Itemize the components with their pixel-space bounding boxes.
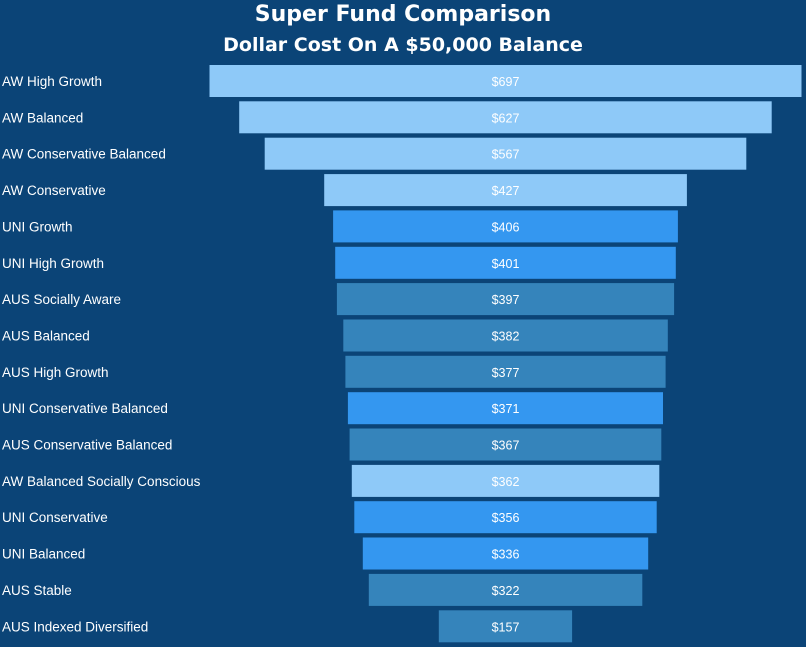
funnel-row: UNI Conservative Balanced $371 <box>2 392 663 425</box>
funnel-bar[interactable] <box>354 501 657 534</box>
funnel-bar[interactable] <box>333 210 678 243</box>
funnel-bar[interactable] <box>362 537 649 570</box>
funnel-bar[interactable] <box>351 464 660 497</box>
category-label: AW Balanced Socially Conscious <box>2 474 201 489</box>
value-label: $567 <box>492 148 520 162</box>
funnel-row: AUS Balanced $382 <box>2 319 668 352</box>
funnel-row: AW Conservative $427 <box>2 174 687 207</box>
value-label: $377 <box>492 366 520 380</box>
funnel-row: AUS Socially Aware $397 <box>2 283 675 316</box>
funnel-row: AUS Indexed Diversified $157 <box>2 610 573 643</box>
category-label: AUS Balanced <box>2 328 90 343</box>
value-label: $371 <box>492 402 520 416</box>
category-label: UNI High Growth <box>2 256 104 271</box>
category-label: AUS Indexed Diversified <box>2 619 148 634</box>
funnel-bar[interactable] <box>349 428 662 461</box>
category-label: AW Balanced <box>2 110 83 125</box>
value-label: $356 <box>492 511 520 525</box>
funnel-bar[interactable] <box>264 137 747 170</box>
funnel-bar[interactable] <box>368 573 643 606</box>
funnel-bar[interactable] <box>438 610 573 643</box>
funnel-bar[interactable] <box>343 319 668 352</box>
funnel-row: AW Balanced Socially Conscious $362 <box>2 464 660 497</box>
funnel-bar[interactable] <box>209 65 802 97</box>
category-label: AUS Conservative Balanced <box>2 438 172 453</box>
value-label: $401 <box>492 257 520 271</box>
category-label: AUS High Growth <box>2 365 109 380</box>
funnel-row: AW Balanced $627 <box>2 101 772 134</box>
value-label: $627 <box>492 111 520 125</box>
funnel-row: AW Conservative Balanced $567 <box>2 137 747 170</box>
category-label: AW Conservative <box>2 183 106 198</box>
value-label: $322 <box>492 584 520 598</box>
value-label: $397 <box>492 293 520 307</box>
funnel-bar[interactable] <box>335 246 676 279</box>
funnel-bar[interactable] <box>324 174 687 207</box>
category-label: UNI Balanced <box>2 547 85 562</box>
funnel-bar[interactable] <box>345 355 666 388</box>
value-label: $382 <box>492 329 520 343</box>
funnel-row: UNI Growth $406 <box>2 210 678 243</box>
funnel-row: AUS Stable $322 <box>2 573 643 606</box>
funnel-bar[interactable] <box>347 392 663 425</box>
category-label: AW High Growth <box>2 74 102 89</box>
chart-subtitle: Dollar Cost On A $50,000 Balance <box>223 34 583 56</box>
category-label: UNI Conservative Balanced <box>2 401 168 416</box>
category-label: AUS Socially Aware <box>2 292 121 307</box>
funnel-row: AW High Growth $697 <box>2 65 802 97</box>
chart-title: Super Fund Comparison <box>254 2 552 27</box>
funnel-row: AUS Conservative Balanced $367 <box>2 428 662 461</box>
funnel-row: UNI High Growth $401 <box>2 246 676 279</box>
value-label: $157 <box>492 620 520 634</box>
category-label: AUS Stable <box>2 583 72 598</box>
funnel-row: UNI Balanced $336 <box>2 537 649 570</box>
value-label: $406 <box>492 220 520 234</box>
funnel-bar[interactable] <box>336 283 675 316</box>
value-label: $367 <box>492 439 520 453</box>
value-label: $362 <box>492 475 520 489</box>
value-label: $697 <box>492 75 520 89</box>
category-label: AW Conservative Balanced <box>2 147 166 162</box>
funnel-row: AUS High Growth $377 <box>2 355 666 388</box>
value-label: $427 <box>492 184 520 198</box>
category-label: UNI Growth <box>2 219 73 234</box>
funnel-bar[interactable] <box>239 101 772 134</box>
value-label: $336 <box>492 548 520 562</box>
funnel-row: UNI Conservative $356 <box>2 501 657 534</box>
category-label: UNI Conservative <box>2 510 108 525</box>
